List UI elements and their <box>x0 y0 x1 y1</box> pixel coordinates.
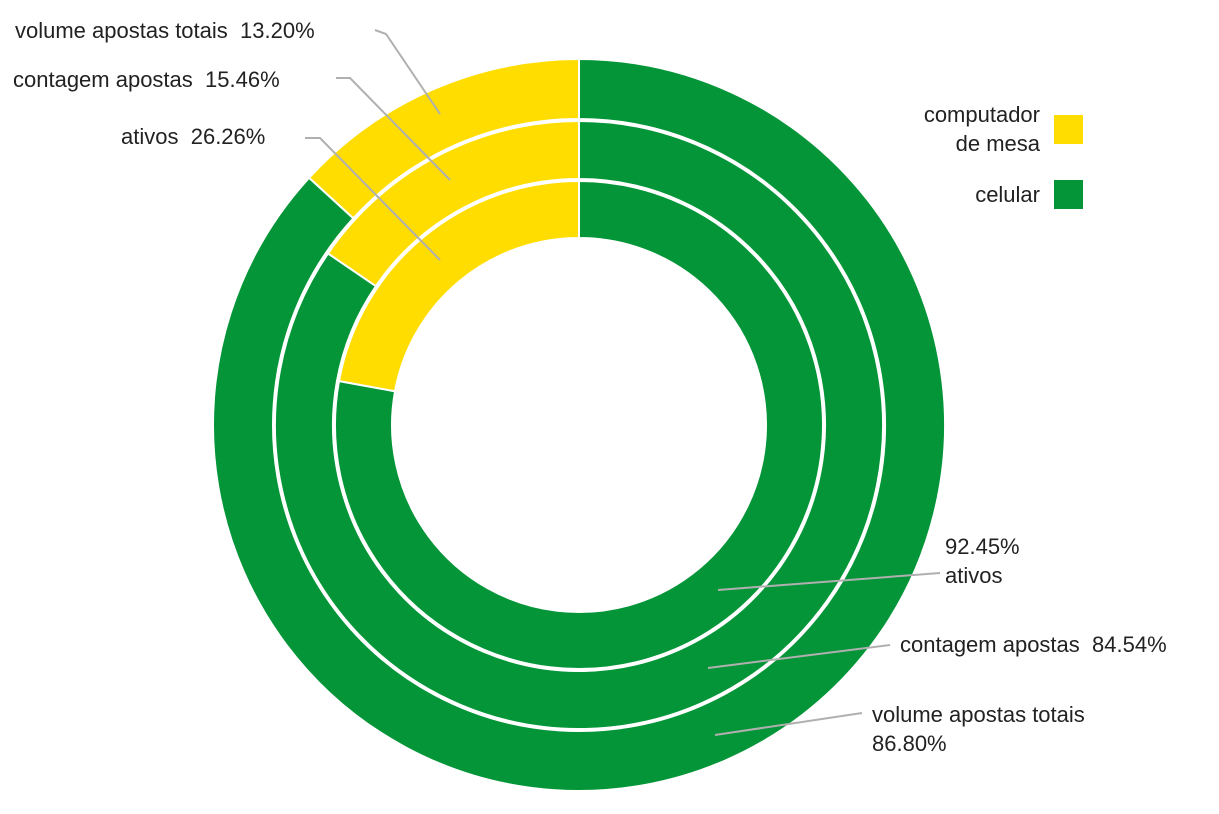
leader-contagem-mobile <box>707 644 891 669</box>
legend-swatch-mobile <box>1054 180 1083 209</box>
legend-label-mobile: celular <box>975 182 1040 207</box>
legend-item-desktop: computador de mesa <box>924 100 1083 158</box>
label-contagem-desktop: contagem apostas 15.46% <box>13 67 280 92</box>
label-volume-mobile: volume apostas totais 86.80% <box>872 702 1085 756</box>
leader-volume-desktop <box>374 29 441 115</box>
legend-label-desktop: computador de mesa <box>923 102 1040 156</box>
legend-item-mobile: celular <box>975 180 1083 209</box>
arc-volume-apostas-totais-mobile <box>212 57 946 792</box>
leader-ativos-mobile <box>717 572 941 591</box>
arc-contagem-apostas-mobile <box>274 119 884 730</box>
arc-ativos-mobile <box>334 179 824 670</box>
leader-volume-mobile <box>714 712 863 736</box>
leader-ativos-desktop <box>305 137 441 261</box>
label-volume-desktop: volume apostas totais 13.20% <box>15 18 315 43</box>
label-ativos-desktop: ativos 26.26% <box>121 124 266 149</box>
legend-swatch-desktop <box>1054 114 1083 144</box>
label-contagem-mobile: contagem apostas 84.54% <box>900 632 1167 657</box>
label-ativos-mobile: 92.45% ativos <box>945 534 1020 588</box>
leader-contagem-desktop <box>336 77 451 181</box>
